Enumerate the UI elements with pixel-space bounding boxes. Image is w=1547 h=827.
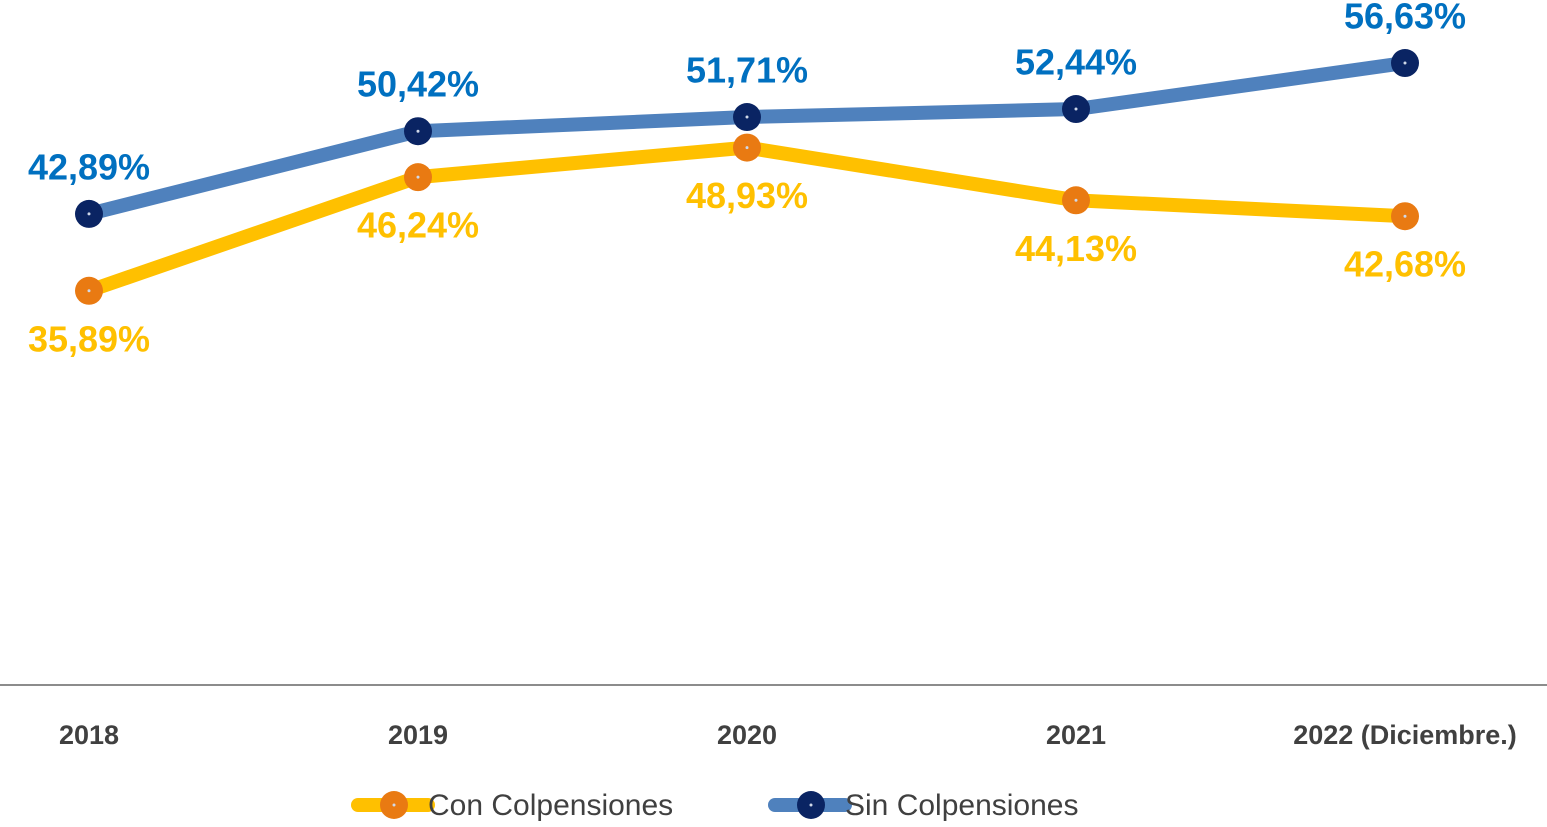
data-label: 42,68% [1344,244,1466,285]
marker-dot [745,115,749,119]
data-label: 56,63% [1344,0,1466,37]
marker-dot [87,289,91,293]
legend-label: Sin Colpensiones [845,789,1078,822]
marker-dot [745,146,749,150]
legend-marker-dot [809,803,813,807]
legend-label: Con Colpensiones [428,789,673,822]
marker-dot [1074,107,1078,111]
data-label: 44,13% [1015,228,1137,269]
data-label: 48,93% [686,175,808,216]
data-label: 51,71% [686,50,808,91]
marker-dot [1074,198,1078,202]
marker-dot [1403,61,1407,65]
x-tick-label: 2019 [388,720,448,750]
marker-dot [87,212,91,216]
data-label: 52,44% [1015,42,1137,83]
x-tick-label: 2021 [1046,720,1106,750]
data-label: 42,89% [28,146,150,187]
x-tick-label: 2022 (Diciembre.) [1293,720,1517,750]
data-label: 50,42% [357,64,479,105]
x-tick-label: 2020 [717,720,777,750]
x-tick-label: 2018 [59,720,119,750]
marker-dot [416,129,420,133]
marker-dot [1403,214,1407,218]
legend-marker-dot [392,803,396,807]
data-label: 46,24% [357,205,479,246]
marker-dot [416,175,420,179]
data-label: 35,89% [28,318,150,359]
